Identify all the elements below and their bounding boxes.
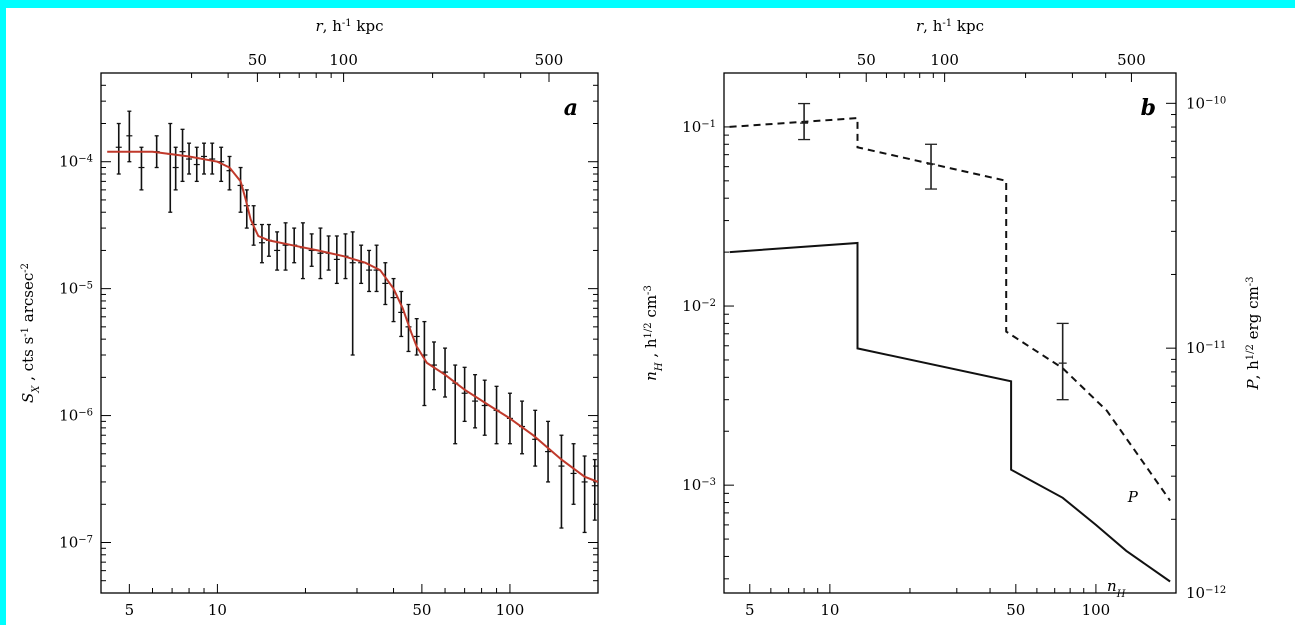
y-tick-label: 10−5 (59, 280, 93, 298)
y2-tick-label: 10−10 (1186, 94, 1226, 112)
x-axis-label: r, arcsec (917, 621, 983, 625)
error-bar (115, 122, 122, 175)
x2-tick-label: 50 (248, 51, 267, 69)
x2-axis-label: r, h-1 kpc (916, 17, 984, 35)
plot-area (107, 110, 598, 534)
error-bar (317, 227, 324, 280)
y2-tick-label: 10−12 (1186, 584, 1226, 602)
x-tick-label: 50 (412, 601, 431, 619)
plot-frame (100, 72, 599, 594)
error-bar (186, 142, 193, 175)
panel-letter: a (564, 95, 578, 121)
model-curve (107, 150, 598, 483)
y-tick-label: 10−1 (682, 118, 716, 136)
error-bar (413, 318, 420, 356)
error-bar (126, 110, 133, 163)
y-tick-label: 10−6 (59, 407, 93, 425)
y2-axis-label: P, h1/2 erg cm-3 (1244, 277, 1262, 391)
x2-tick-label: 50 (857, 51, 876, 69)
error-bar (798, 102, 811, 141)
error-bar (366, 249, 373, 293)
error-bar (358, 244, 365, 285)
error-bar (282, 222, 289, 271)
error-bar (591, 458, 598, 521)
error-bar (430, 341, 437, 391)
plot-area (729, 102, 1171, 583)
error-bar (209, 142, 216, 175)
y-tick-label: 10−2 (682, 297, 716, 315)
error-bar (452, 364, 459, 445)
x2-tick-label: 500 (1117, 51, 1146, 69)
error-bar (461, 366, 468, 423)
figure-canvas: 50 100 500 5 10 50 100 10−7 10−6 10−5 10−4 r, arcse… (6, 8, 1295, 625)
x-tick-label: 10 (820, 601, 839, 619)
error-bar (382, 262, 389, 306)
series-line-p (729, 117, 1171, 502)
error-bar (1056, 322, 1069, 401)
error-bar (299, 222, 306, 280)
panel-b: 50 100 500 5 10 50 100 10−3 10−2 10−1 10−12 10−11 10… (642, 17, 1262, 625)
error-bar (925, 143, 938, 190)
error-bar (570, 443, 577, 505)
y-axis-label: SX , cts s-1 arcsec-2 (19, 263, 42, 403)
error-bar (390, 277, 397, 323)
error-bar (481, 379, 488, 436)
x2-tick-label: 500 (535, 51, 564, 69)
error-bar (258, 223, 265, 264)
error-bar (226, 155, 233, 191)
error-bar (138, 146, 145, 191)
y-axis-label: nH , h1/2 cm-3 (642, 285, 665, 381)
error-bar (193, 146, 200, 183)
x2-tick-label: 100 (930, 51, 959, 69)
series-label: nH (1107, 577, 1126, 600)
error-bar (333, 235, 340, 285)
error-bar (167, 122, 174, 213)
error-bar (545, 420, 552, 483)
series-line-nh (729, 241, 1171, 583)
x-tick-label: 100 (496, 601, 525, 619)
error-bar (558, 434, 565, 529)
x-tick-label: 50 (1006, 601, 1025, 619)
series-label: P (1127, 488, 1139, 506)
x-tick-label: 5 (745, 601, 755, 619)
plot-frame (723, 72, 1177, 594)
x-tick-label: 5 (125, 601, 135, 619)
y-tick-label: 10−4 (59, 153, 93, 171)
y2-tick-label: 10−11 (1186, 339, 1226, 357)
x2-axis-label: r, h-1 kpc (316, 17, 384, 35)
x2-tick-label: 100 (329, 51, 358, 69)
x-tick-label: 100 (1082, 601, 1111, 619)
panel-a: 50 100 500 5 10 50 100 10−7 10−6 10−5 10−4 r, arcse… (19, 17, 599, 625)
error-bar (349, 231, 356, 356)
x-tick-label: 10 (208, 601, 227, 619)
error-bar (274, 231, 281, 271)
y-tick-label: 10−3 (682, 476, 716, 494)
error-bar (472, 374, 479, 429)
x-axis-label: r, arcsec (316, 621, 382, 625)
error-bar (442, 347, 449, 398)
error-bar (581, 455, 588, 534)
error-bar (398, 290, 405, 338)
y-tick-label: 10−7 (59, 533, 93, 551)
figure-svg: 50 100 500 5 10 50 100 10−7 10−6 10−5 10−4 r, arcse… (19, 17, 1262, 625)
error-bar (493, 385, 500, 445)
panel-letter: b (1141, 95, 1156, 121)
